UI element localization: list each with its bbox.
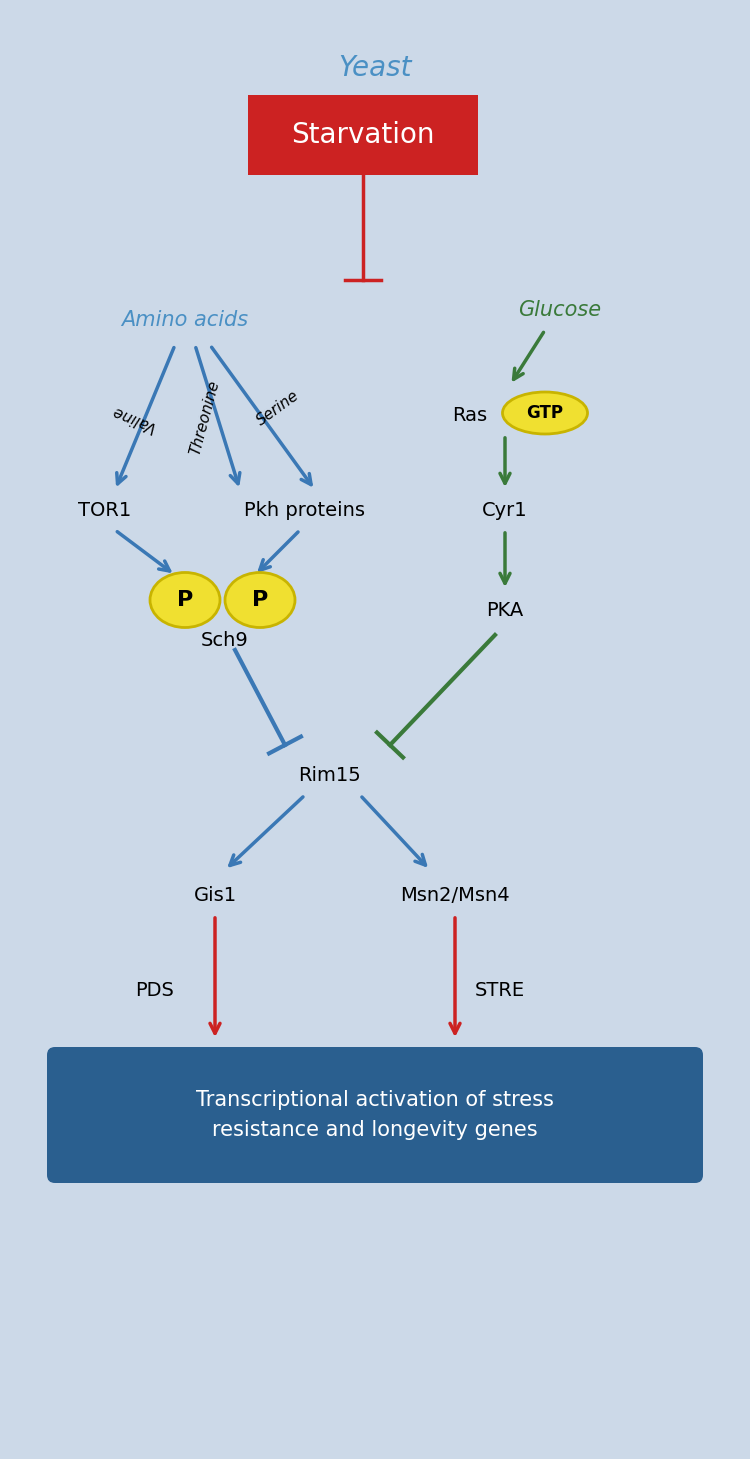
FancyBboxPatch shape [47,1048,703,1183]
Text: Serine: Serine [254,388,302,429]
Text: PKA: PKA [486,601,524,620]
Text: Starvation: Starvation [291,121,435,149]
Text: Amino acids: Amino acids [122,309,248,330]
Text: Ras: Ras [452,406,488,425]
Ellipse shape [503,392,587,433]
Ellipse shape [225,572,295,627]
Text: Msn2/Msn4: Msn2/Msn4 [400,886,510,905]
Text: Threonine: Threonine [188,379,222,457]
Text: Gis1: Gis1 [194,886,236,905]
Text: Glucose: Glucose [518,301,602,320]
Text: Rim15: Rim15 [298,766,362,785]
Text: Yeast: Yeast [338,54,412,82]
Text: Valine: Valine [109,403,158,433]
Text: PDS: PDS [136,980,175,999]
Text: Cyr1: Cyr1 [482,500,528,519]
Text: P: P [252,589,268,610]
Text: P: P [177,589,194,610]
Text: Sch9: Sch9 [201,630,249,649]
Text: Pkh proteins: Pkh proteins [244,500,365,519]
FancyBboxPatch shape [248,95,478,175]
Ellipse shape [150,572,220,627]
Text: Transcriptional activation of stress
resistance and longevity genes: Transcriptional activation of stress res… [196,1090,554,1139]
Text: STRE: STRE [475,980,525,999]
Text: GTP: GTP [526,404,563,422]
Text: TOR1: TOR1 [78,500,132,519]
